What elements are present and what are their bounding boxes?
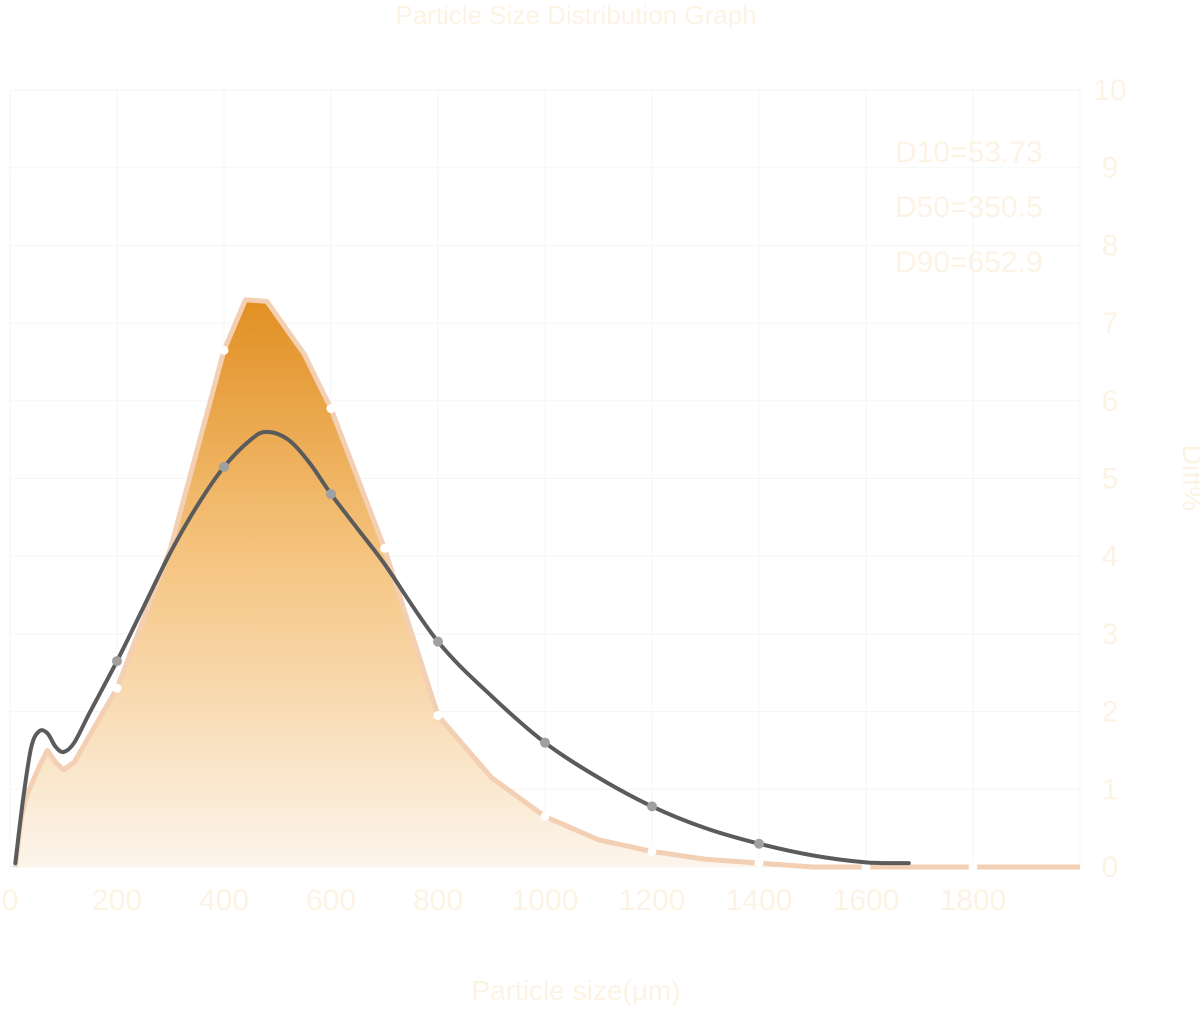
area-series-point [433,710,443,720]
stat-d90: D90=652.9 [895,246,1043,279]
area-series-fill [15,299,1081,867]
x-tick-label: 400 [199,884,249,917]
y-axis-ticks: 0 1 2 3 4 5 6 7 8 9 10 [1093,74,1126,884]
y-tick-label: 7 [1102,307,1119,340]
y-tick-label: 9 [1102,152,1119,185]
x-tick-label: 800 [413,884,463,917]
area-series-point [861,862,871,872]
line-series-point [326,489,336,500]
line-series-point [754,838,764,849]
y-tick-label: 4 [1102,540,1119,573]
area-series-point [540,811,550,821]
area-series-point [380,543,389,553]
y-tick-label: 5 [1102,463,1119,496]
area-series-point [647,846,657,856]
x-tick-label: 1000 [512,884,579,917]
x-tick-label: 200 [92,884,142,917]
y-axis-label: Diff% [1177,445,1200,511]
x-tick-label: 600 [306,884,356,917]
y-tick-label: 3 [1102,618,1119,651]
x-tick-label: 0 [2,884,19,917]
stats-box: D10=53.73 D50=350.5 D90=652.9 [895,136,1043,279]
x-axis-ticks: 0 200 400 600 800 1000 1200 1400 1600 1800 [2,884,1007,917]
y-tick-label: 6 [1102,385,1119,418]
y-tick-label: 8 [1102,229,1119,262]
stat-d50: D50=350.5 [895,191,1043,224]
x-tick-label: 1200 [619,884,686,917]
x-tick-label: 1400 [726,884,793,917]
line-series-point [433,636,443,647]
line-series-point [112,656,122,667]
y-tick-label: 2 [1102,696,1119,729]
area-series-point [754,858,764,868]
y-tick-label: 0 [1102,851,1119,884]
area-series-point [326,404,336,414]
x-tick-label: 1800 [940,884,1007,917]
stat-d10: D10=53.73 [895,136,1043,169]
area-series-point [219,345,229,355]
area-series-point [112,683,122,693]
y-tick-label: 1 [1102,773,1119,806]
chart-title: Particle Size Distribution Graph [395,0,756,30]
line-series-point [219,461,229,472]
area-series-point [968,862,978,872]
area-series [12,297,1081,872]
line-series [13,429,911,866]
x-tick-label: 1600 [833,884,900,917]
line-series-point [647,801,657,812]
x-axis-label: Particle size(μm) [471,975,680,1006]
y-tick-label: 10 [1093,74,1126,107]
line-series-point [540,737,550,748]
